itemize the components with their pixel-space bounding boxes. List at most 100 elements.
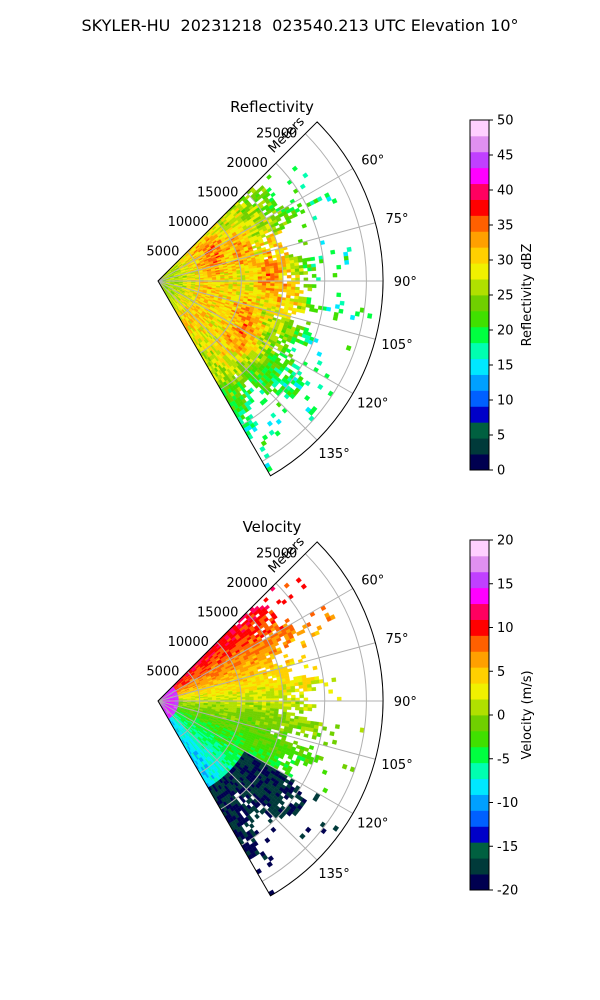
field-cell (331, 739, 338, 745)
field-cell (290, 271, 296, 276)
field-cell (275, 599, 282, 605)
azimuth-tick-label: 60° (361, 153, 384, 168)
field-cell (257, 283, 263, 286)
colorbar-swatch (470, 374, 489, 391)
colorbar-swatch (470, 326, 489, 344)
field-cell (308, 415, 315, 422)
field-cell (346, 246, 352, 253)
colorbar-swatch (470, 310, 489, 328)
field-cell (257, 703, 263, 706)
field-cell (282, 283, 288, 287)
field-cell (297, 258, 303, 263)
field-cell (295, 706, 300, 711)
field-cell (274, 703, 279, 707)
range-tick-label: 5000 (146, 245, 179, 260)
field-cell (282, 695, 288, 699)
field-cell (249, 274, 254, 278)
field-cell (245, 282, 250, 286)
reflectivity-panel: Reflectivity Meters 50001000015000200002… (146, 98, 535, 479)
colorbar-tick-label: 25 (497, 289, 514, 304)
field-cell (310, 680, 316, 685)
field-cell (303, 284, 309, 288)
field-cell (311, 263, 316, 268)
field-cell (286, 269, 292, 273)
field-cell (270, 705, 275, 709)
field-cell (286, 289, 292, 293)
field-cell (253, 702, 259, 706)
field-cell (274, 272, 279, 277)
field-cell (278, 689, 283, 694)
field-cell (328, 689, 333, 694)
colorbar-swatch (470, 199, 489, 216)
field-cell (326, 306, 332, 312)
colorbar-swatch (470, 406, 489, 423)
field-cell (270, 275, 275, 279)
field-cell (309, 307, 315, 313)
field-cell (260, 440, 268, 447)
field-cell (331, 198, 338, 205)
field-cell (269, 270, 275, 274)
field-cell (241, 277, 246, 280)
field-cell (312, 665, 318, 671)
field-cell (249, 696, 254, 700)
field-cell (284, 617, 291, 624)
field-cell (292, 740, 299, 746)
field-cell (236, 697, 242, 700)
colorbar-tick-label: 35 (497, 219, 514, 234)
field-cell (286, 266, 291, 270)
colorbar-swatch (470, 422, 489, 439)
field-cell (311, 704, 317, 709)
field-cell (303, 747, 310, 753)
field-cell (253, 276, 259, 280)
field-cell (311, 273, 317, 278)
field-cell (266, 283, 271, 287)
field-cell (261, 273, 267, 277)
colorbar-swatch (470, 151, 489, 169)
field-cell (306, 264, 312, 269)
colorbar-swatch (470, 120, 489, 137)
field-cell (286, 689, 292, 693)
field-cell (253, 696, 259, 700)
field-cell (249, 702, 254, 706)
field-cell (295, 731, 301, 736)
field-cell (245, 696, 250, 700)
field-cell (316, 277, 321, 282)
field-cell (296, 725, 302, 730)
field-cell (302, 172, 309, 179)
field-cell (274, 275, 279, 279)
field-cell (307, 284, 313, 288)
field-cell (224, 697, 229, 700)
field-cell (336, 292, 342, 298)
field-cell (303, 733, 309, 738)
field-cell (286, 706, 292, 710)
colorbar-swatch (470, 390, 489, 407)
field-cell (270, 703, 275, 707)
field-cell (302, 261, 308, 266)
field-cell (299, 707, 304, 711)
field-cell (270, 283, 275, 287)
field-cell (295, 274, 300, 279)
field-cell (307, 687, 312, 692)
field-cell (290, 688, 296, 693)
field-cell (308, 745, 315, 751)
field-cell (291, 703, 296, 708)
field-cell (220, 697, 225, 700)
colorbar-tick-label: 0 (497, 464, 505, 479)
field-cell (316, 351, 323, 357)
field-cell (274, 695, 279, 699)
colorbar-swatch (470, 215, 489, 232)
field-cell (307, 287, 313, 292)
field-cell (278, 275, 284, 279)
field-cell (261, 705, 267, 709)
field-cell (266, 420, 273, 427)
field-cell (281, 407, 288, 414)
field-cell (307, 707, 313, 712)
field-cell (316, 196, 323, 202)
field-cell (286, 179, 293, 186)
field-cell (300, 309, 306, 314)
field-cell (307, 267, 312, 272)
field-cell (274, 285, 279, 290)
field-cell (298, 264, 304, 269)
colorbar-tick-label: 15 (497, 359, 514, 374)
field-cell (294, 268, 300, 273)
